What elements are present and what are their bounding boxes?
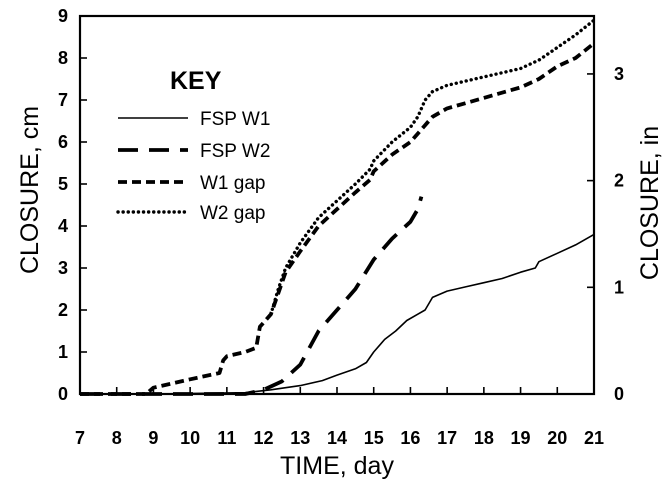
- y-axis-ticks: 0 1 2 3 4 5 6 7 8 9: [58, 6, 87, 404]
- series-line-w1-gap: [80, 41, 596, 396]
- x-tick-label: 12: [254, 428, 274, 448]
- y-tick-label: 6: [58, 132, 68, 152]
- legend-label-fsp-w1: FSP W1: [200, 109, 270, 130]
- x-tick-label: 9: [148, 428, 158, 448]
- y-tick-label: 1: [58, 342, 68, 362]
- y-tick-label: 4: [58, 216, 68, 236]
- x-axis-ticks: 7 8 9 10 11 12 13 14 15 16 17 18 19 20 21: [75, 387, 604, 448]
- y2-tick-label: 0: [614, 384, 624, 404]
- y-axis-title: CLOSURE, cm: [16, 106, 44, 274]
- y2-tick-label: 1: [614, 277, 624, 297]
- legend-label-fsp-w2: FSP W2: [200, 141, 270, 162]
- y-tick-label: 2: [58, 300, 68, 320]
- legend-label-w1-gap: W1 gap: [200, 173, 265, 194]
- x-tick-label: 7: [75, 428, 85, 448]
- legend-label-w2-gap: W2 gap: [200, 203, 265, 224]
- series-line-fsp-w2: [80, 196, 424, 396]
- x-tick-label: 16: [400, 428, 420, 448]
- y2-axis-ticks: 0 1 2 3: [587, 64, 624, 404]
- series-lines: [80, 18, 596, 396]
- x-axis-title: TIME, day: [280, 452, 394, 480]
- x-tick-label: 8: [112, 428, 122, 448]
- series-line-w2-gap: [269, 18, 596, 316]
- y-tick-label: 0: [58, 384, 68, 404]
- x-tick-label: 11: [217, 428, 236, 448]
- y2-tick-label: 2: [614, 171, 624, 191]
- x-tick-label: 14: [327, 428, 347, 448]
- legend: KEY FSP W1 FSP W2 W1 gap W2 gap: [116, 67, 270, 224]
- x-tick-label: 18: [474, 428, 494, 448]
- x-tick-label: 20: [547, 428, 567, 448]
- y2-axis-title: CLOSURE, in: [636, 126, 664, 280]
- x-tick-label: 13: [290, 428, 310, 448]
- y-tick-label: 5: [58, 174, 68, 194]
- x-tick-label: 15: [364, 428, 384, 448]
- y-tick-label: 8: [58, 48, 68, 68]
- y2-tick-label: 3: [614, 64, 624, 84]
- series-line-fsp-w1: [80, 233, 595, 395]
- plot-area: [78, 14, 596, 396]
- x-tick-label: 19: [511, 428, 531, 448]
- legend-title: KEY: [170, 67, 222, 95]
- x-tick-label: 10: [180, 428, 200, 448]
- y-tick-label: 3: [58, 258, 68, 278]
- y-tick-label: 7: [58, 90, 68, 110]
- x-tick-label: 17: [437, 428, 457, 448]
- x-tick-label: 21: [584, 428, 604, 448]
- y-tick-label: 9: [58, 6, 68, 26]
